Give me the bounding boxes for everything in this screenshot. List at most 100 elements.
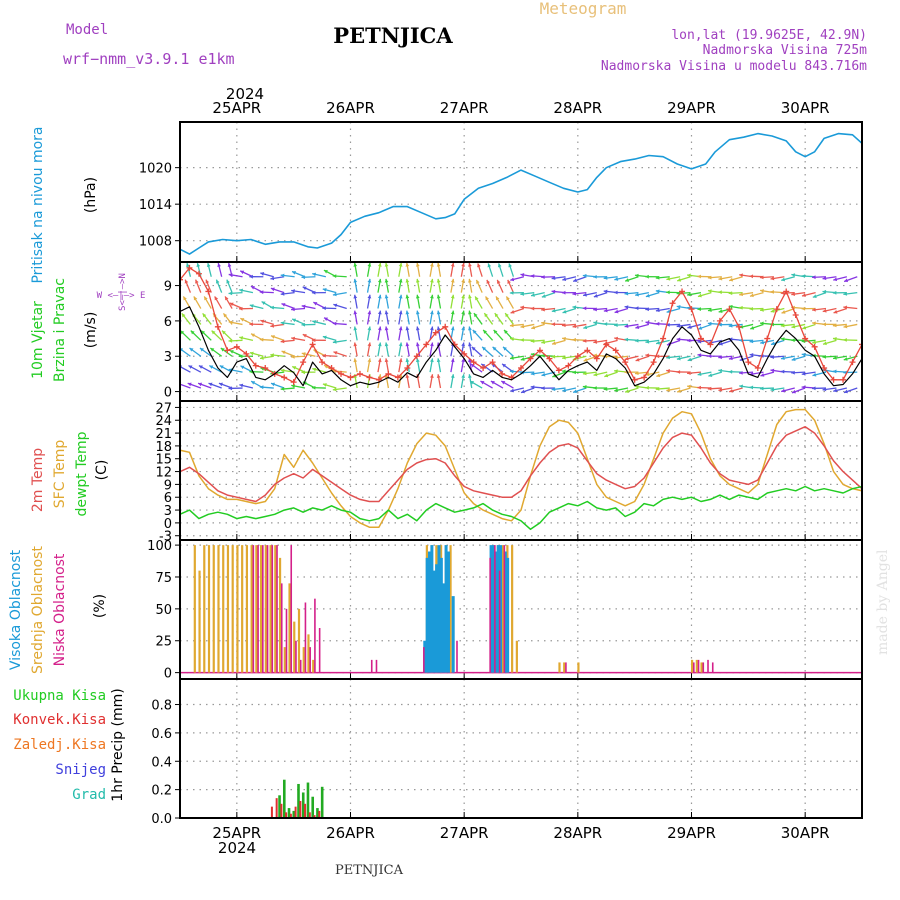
wind-arrow-head [332, 387, 337, 392]
wind-arrow-head [461, 294, 466, 299]
gust-marker [527, 355, 534, 362]
wind-arrow-head [190, 330, 195, 335]
wind-arrow-head [521, 389, 525, 394]
elevation-text: Nadmorska Visina 725m [703, 43, 868, 58]
precip-bar-total [287, 808, 291, 817]
wind-arrow-head [614, 388, 619, 392]
wind-arrow-head [697, 307, 702, 311]
wind-arrow-head [603, 289, 608, 294]
precip-bar-conv [289, 813, 292, 817]
wind-arrow-head [635, 325, 640, 329]
wind-arrow-head [530, 385, 535, 390]
wind-arrow-head [551, 322, 556, 327]
wind-arrow-head [812, 294, 817, 298]
wind-arrow-head [697, 274, 701, 279]
wind-arrow-head [718, 276, 723, 281]
wind-arrow-head [367, 342, 372, 347]
y-tick-label: 0.2 [151, 784, 172, 799]
wind-arrow-head [843, 292, 848, 296]
wind-arrow-head [240, 270, 245, 275]
wind-arrow-head [461, 374, 466, 379]
wind-arrow-head [510, 388, 515, 393]
wind-arrow-head [377, 278, 382, 283]
gust-marker [697, 335, 704, 342]
wind-arrow-head [843, 357, 848, 361]
wind-arrow-head [707, 321, 712, 326]
wind-arrow-head [228, 320, 233, 325]
wind-arrow-head [493, 329, 498, 334]
wind-arrow-head [687, 292, 691, 297]
wind-arrow-head [507, 279, 511, 284]
wind-arrow-head [656, 340, 660, 345]
wind-arrow-head [497, 263, 502, 268]
wind-arrow-head [367, 278, 372, 283]
wind-arrow-head [520, 292, 525, 296]
wind-arrow-head [260, 272, 265, 276]
wind-arrow-head [271, 382, 275, 387]
wind-arrow-head [188, 365, 193, 369]
station-title: PETNJICA [333, 23, 453, 48]
wind-arrow-head [198, 382, 203, 387]
wind-arrow-head [697, 385, 701, 390]
gust-marker [205, 288, 212, 295]
wind-arrow-head [791, 370, 795, 375]
wind-arrow-head [189, 348, 194, 352]
wind-arrow-head [332, 274, 337, 279]
wind-arrow-head [301, 370, 305, 375]
gust-marker [347, 374, 354, 381]
panels: 1008101410200369-30369121518212427025507… [139, 121, 884, 827]
wind-arrow-head [510, 277, 515, 282]
series-line-dewpoint [181, 485, 861, 531]
gust-marker [641, 374, 648, 381]
wind-arrow-head [728, 304, 733, 309]
temp-ylabel-1: 2m Temp [30, 448, 46, 512]
temp-unit: (C) [94, 460, 110, 481]
wind-arrow-head [291, 289, 295, 293]
wind-arrow-head [502, 363, 507, 368]
wind-arrow-head [324, 317, 329, 322]
panel-frame [179, 678, 863, 819]
wind-arrow-head [707, 289, 712, 293]
precip-bar-total [297, 783, 300, 817]
wind-arrow-head [707, 275, 712, 280]
wind-arrow-head [520, 338, 524, 342]
y-tick-label: 15 [155, 453, 172, 468]
gust-marker [233, 343, 240, 350]
wind-arrow-head [261, 301, 266, 306]
wind-arrow-head [173, 296, 176, 300]
gust-marker [745, 359, 752, 366]
precip-bar-conv [285, 812, 288, 817]
wind-arrow [173, 296, 180, 308]
wind-arrow-head [759, 386, 764, 391]
y-tick-label: 0 [164, 517, 172, 532]
wind-arrow-head [666, 290, 670, 295]
gust-marker [650, 359, 657, 366]
day-label-top: 27APR [440, 99, 489, 117]
wind-arrow-head [770, 290, 774, 294]
wind-arrow-head [405, 358, 410, 363]
wind-arrow-head [228, 386, 233, 391]
wind-arrow-head [450, 278, 455, 283]
wind-arrow-head [270, 276, 275, 281]
watermark: made by Angel [875, 549, 891, 655]
wind-arrow-head [250, 286, 255, 290]
wind-arrow-head [184, 279, 189, 284]
wind-arrow-head [508, 263, 513, 268]
wind-arrow-head [697, 372, 702, 376]
y-tick-label: 9 [164, 280, 172, 295]
gust-marker [612, 347, 619, 354]
wind-arrow-head [468, 294, 472, 299]
wind-arrow-head [377, 342, 382, 347]
wind-arrow-head [676, 324, 681, 328]
panel-precip: 0.0 0.2 0.4 0.6 0.8 [151, 678, 863, 827]
wind-arrow-head [377, 263, 382, 267]
wind-arrow-head [801, 385, 806, 390]
precip-bar-conv [299, 800, 302, 817]
y-tick-label: 3 [164, 504, 172, 519]
wind-arrow [181, 366, 191, 373]
wind-arrow-head [781, 388, 786, 393]
gust-marker [878, 320, 884, 326]
wind-arrow-head [226, 279, 230, 284]
wind-arrow-head [520, 357, 525, 361]
wind-arrow-head [377, 326, 382, 331]
